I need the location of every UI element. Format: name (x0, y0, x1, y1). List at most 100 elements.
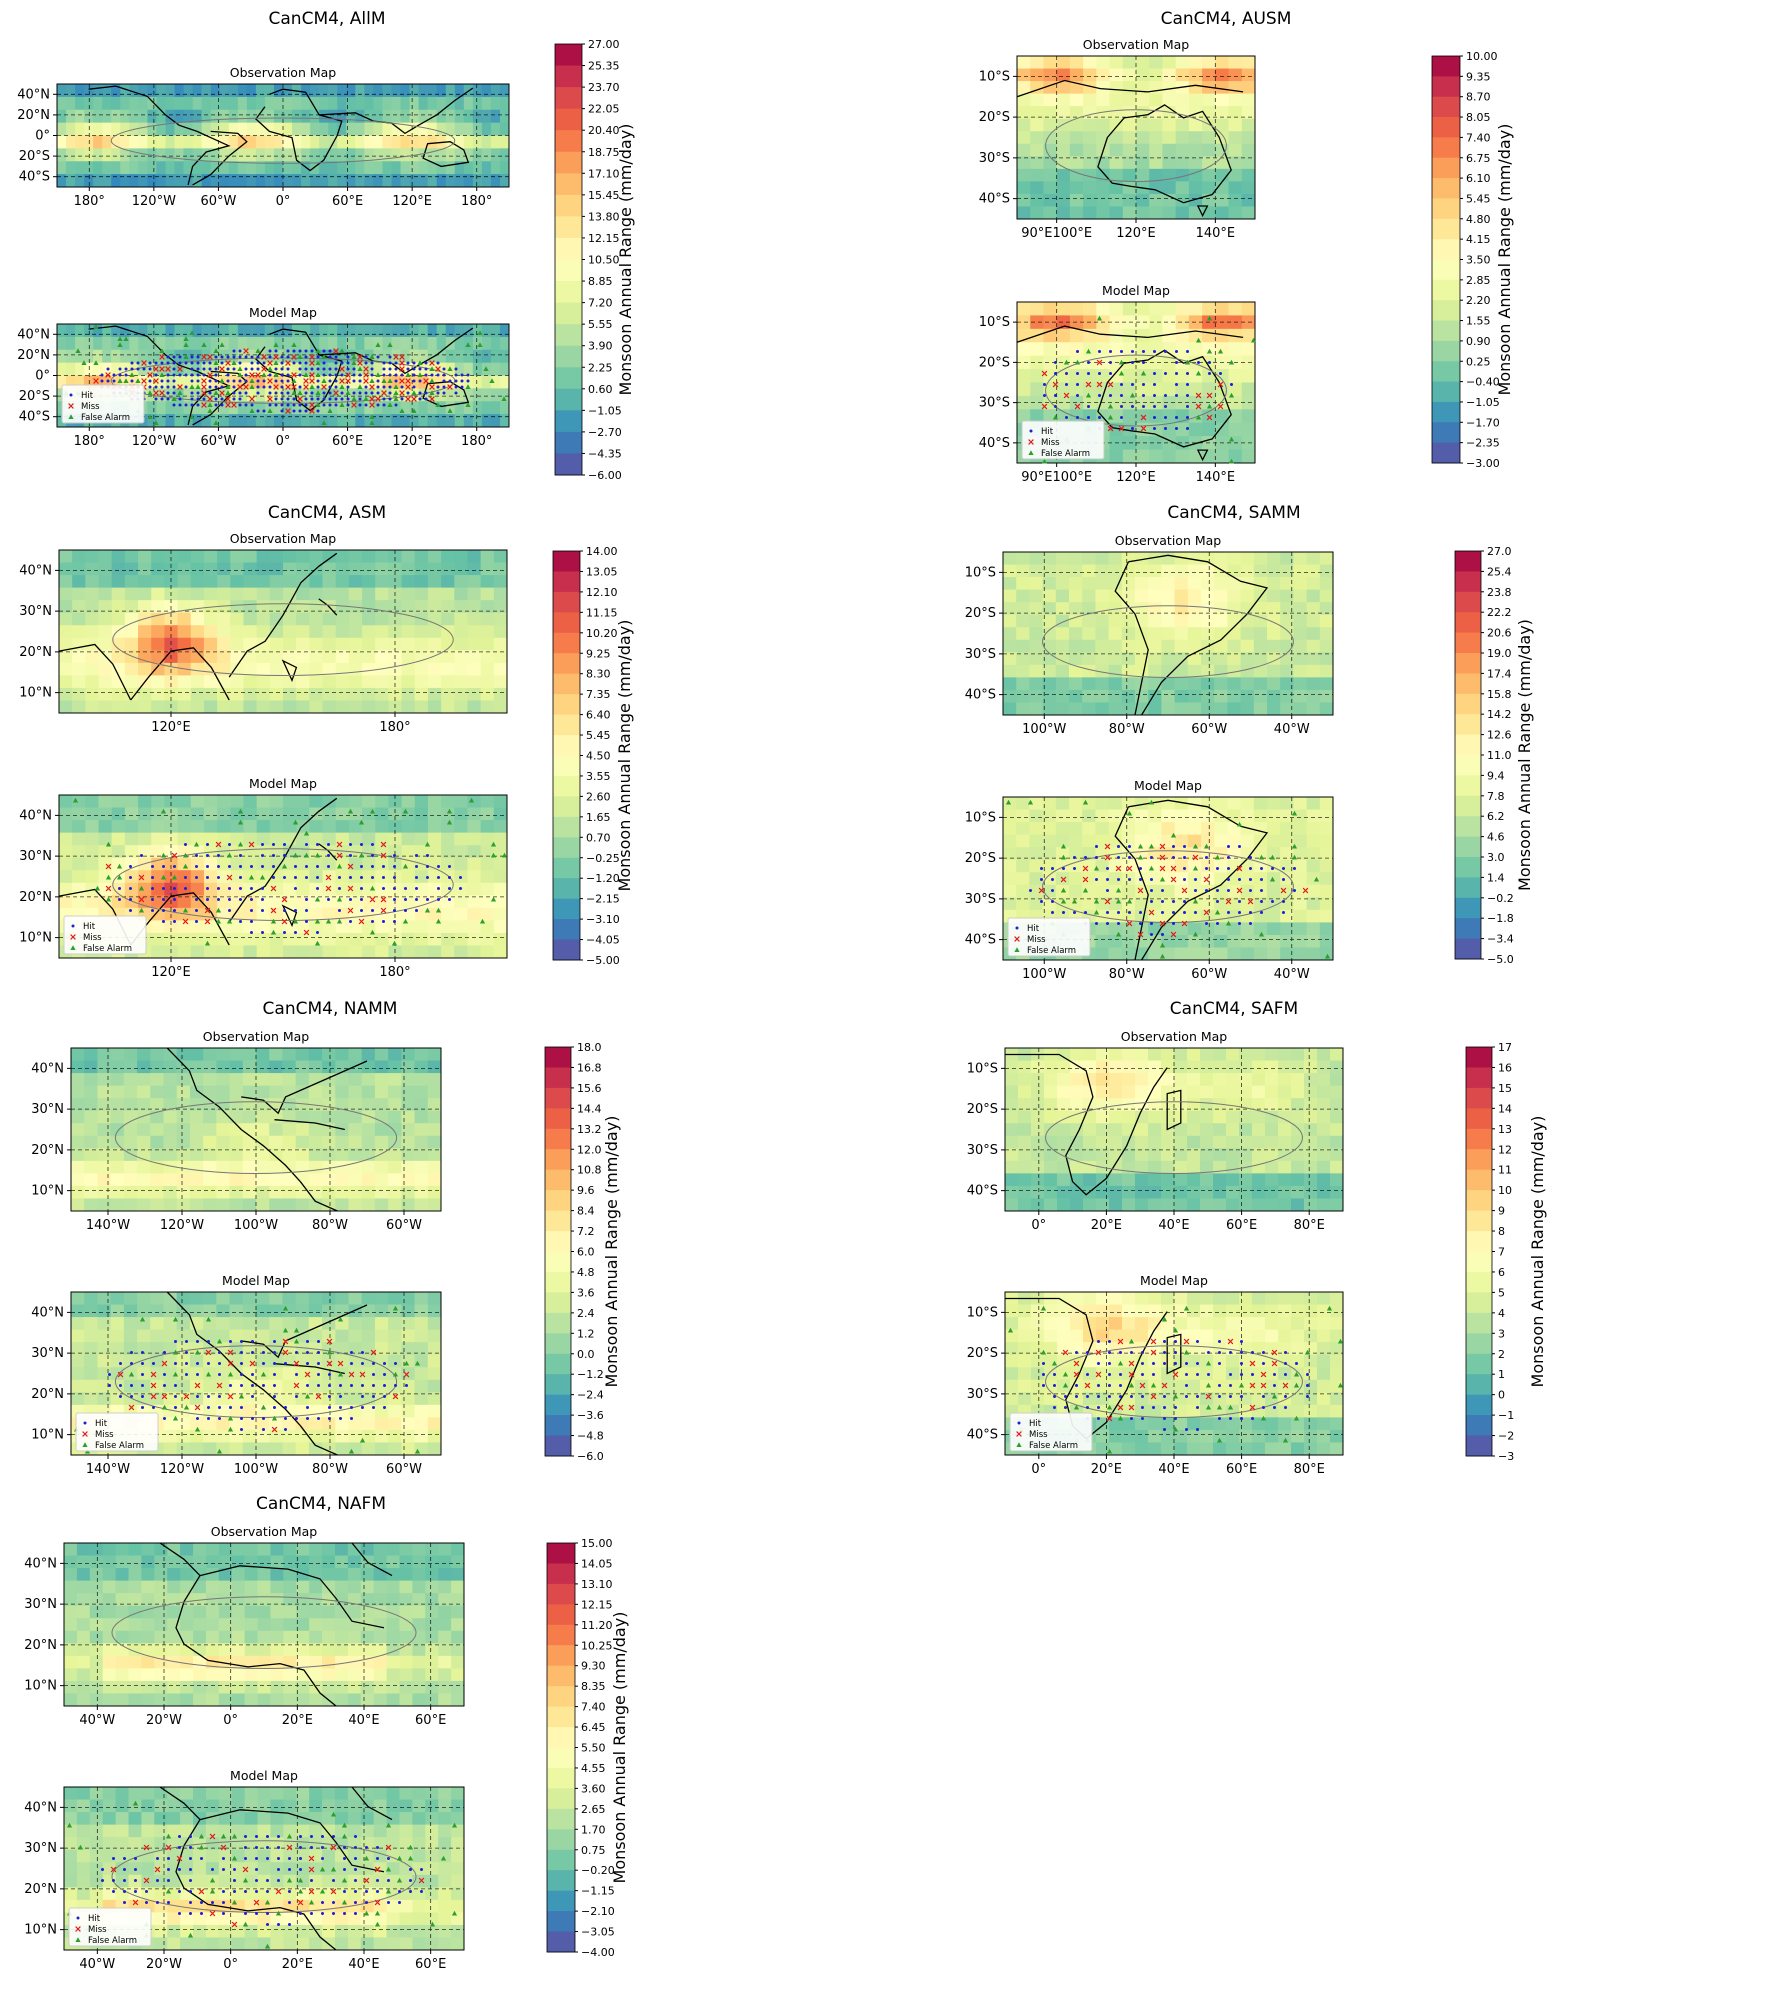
heatmap-cell (355, 161, 364, 174)
y-tick-label: 20°N (31, 1143, 64, 1158)
heatmap-cell (150, 1086, 164, 1099)
hit-marker (349, 854, 352, 857)
heatmap-cell (301, 414, 310, 427)
hit-marker (305, 368, 308, 371)
heatmap-cell (85, 795, 99, 808)
heatmap-cell (1320, 590, 1334, 603)
heatmap-cell (1122, 860, 1136, 873)
hit-marker (329, 392, 332, 395)
heatmap-cell (336, 808, 350, 821)
heatmap-cell (1149, 194, 1163, 207)
heatmap-cell (1109, 872, 1123, 885)
heatmap-cell (362, 688, 376, 701)
heatmap-cell (1241, 590, 1255, 603)
colorbar-tick-label: 8.70 (1466, 91, 1491, 104)
hit-marker (173, 374, 176, 377)
heatmap-cell (1017, 144, 1031, 157)
heatmap-cell (1307, 577, 1321, 590)
heatmap-cell (274, 97, 283, 110)
heatmap-cell (243, 1086, 257, 1099)
heatmap-cell (257, 688, 271, 701)
heatmap-cell (1227, 797, 1241, 810)
heatmap-cell (1201, 565, 1215, 578)
heatmap-cell (216, 1123, 230, 1136)
hit-marker (149, 386, 152, 389)
heatmap-cell (1148, 565, 1162, 578)
heatmap-cell (473, 174, 482, 187)
hit-marker (215, 398, 218, 401)
heatmap-cell (382, 148, 391, 161)
heatmap-cell (415, 1111, 429, 1124)
heatmap-cell (1149, 69, 1163, 82)
hit-marker (1293, 867, 1296, 870)
hit-marker (407, 392, 410, 395)
heatmap-cell (99, 588, 113, 601)
heatmap-cell (230, 795, 244, 808)
heatmap-cell (1149, 206, 1163, 219)
hit-marker (173, 887, 176, 890)
heatmap-cell (120, 161, 129, 174)
heatmap-cell (428, 110, 437, 123)
heatmap-cell (190, 1317, 204, 1330)
heatmap-cell (99, 663, 113, 676)
heatmap-cell (1136, 169, 1150, 182)
heatmap-cell (401, 84, 410, 97)
heatmap-cell (1082, 552, 1096, 565)
colorbar-segment (553, 919, 580, 940)
heatmap-cell (319, 324, 328, 337)
heatmap-cell (349, 588, 363, 601)
heatmap-cell (1148, 590, 1162, 603)
heatmap-cell (230, 1111, 244, 1124)
heatmap-cell (415, 933, 429, 946)
heatmap-cell (102, 110, 111, 123)
heatmap-cell (336, 933, 350, 946)
heatmap-cell (1070, 69, 1084, 82)
hit-marker (1139, 878, 1142, 881)
heatmap-cell (66, 363, 75, 376)
heatmap-cell (1229, 181, 1243, 194)
heatmap-cell (97, 1123, 111, 1136)
heatmap-cell (164, 1123, 178, 1136)
heatmap-cell (1056, 627, 1070, 640)
heatmap-cell (410, 350, 419, 363)
heatmap-cell (481, 883, 495, 896)
heatmap-cell (202, 97, 211, 110)
heatmap-cell (296, 700, 310, 713)
hit-marker (275, 380, 278, 383)
heatmap-cell (125, 675, 139, 688)
heatmap-cell (1227, 947, 1241, 960)
heatmap-cell (441, 550, 455, 563)
heatmap-cell (99, 675, 113, 688)
heatmap-cell (150, 1173, 164, 1186)
heatmap-cell (1214, 615, 1228, 628)
hit-marker (1117, 845, 1120, 848)
y-tick-label: 20°S (19, 389, 50, 404)
hit-marker (239, 380, 242, 383)
heatmap-cell (1227, 590, 1241, 603)
hit-marker (1186, 405, 1189, 408)
heatmap-cell (336, 858, 350, 871)
heatmap-cell (72, 575, 86, 588)
hit-marker (365, 356, 368, 359)
heatmap-cell (1227, 627, 1241, 640)
heatmap-cell (256, 1061, 270, 1074)
heatmap-cell (111, 1330, 125, 1343)
heatmap-cell (257, 675, 271, 688)
heatmap-cell (1095, 627, 1109, 640)
heatmap-cell (137, 1186, 151, 1199)
heatmap-cell (1229, 144, 1243, 157)
heatmap-cell (1241, 615, 1255, 628)
hit-marker (283, 909, 286, 912)
heatmap-cell (204, 625, 218, 638)
hit-marker (195, 854, 198, 857)
heatmap-cell (230, 1186, 244, 1199)
heatmap-cell (1123, 409, 1137, 423)
heatmap-cell (473, 337, 482, 350)
hit-marker (305, 865, 308, 868)
hit-marker (329, 356, 332, 359)
hit-marker (305, 920, 308, 923)
hit-marker (335, 386, 338, 389)
heatmap-cell (217, 563, 231, 576)
heatmap-cell (230, 1136, 244, 1149)
heatmap-cell (1043, 342, 1057, 356)
